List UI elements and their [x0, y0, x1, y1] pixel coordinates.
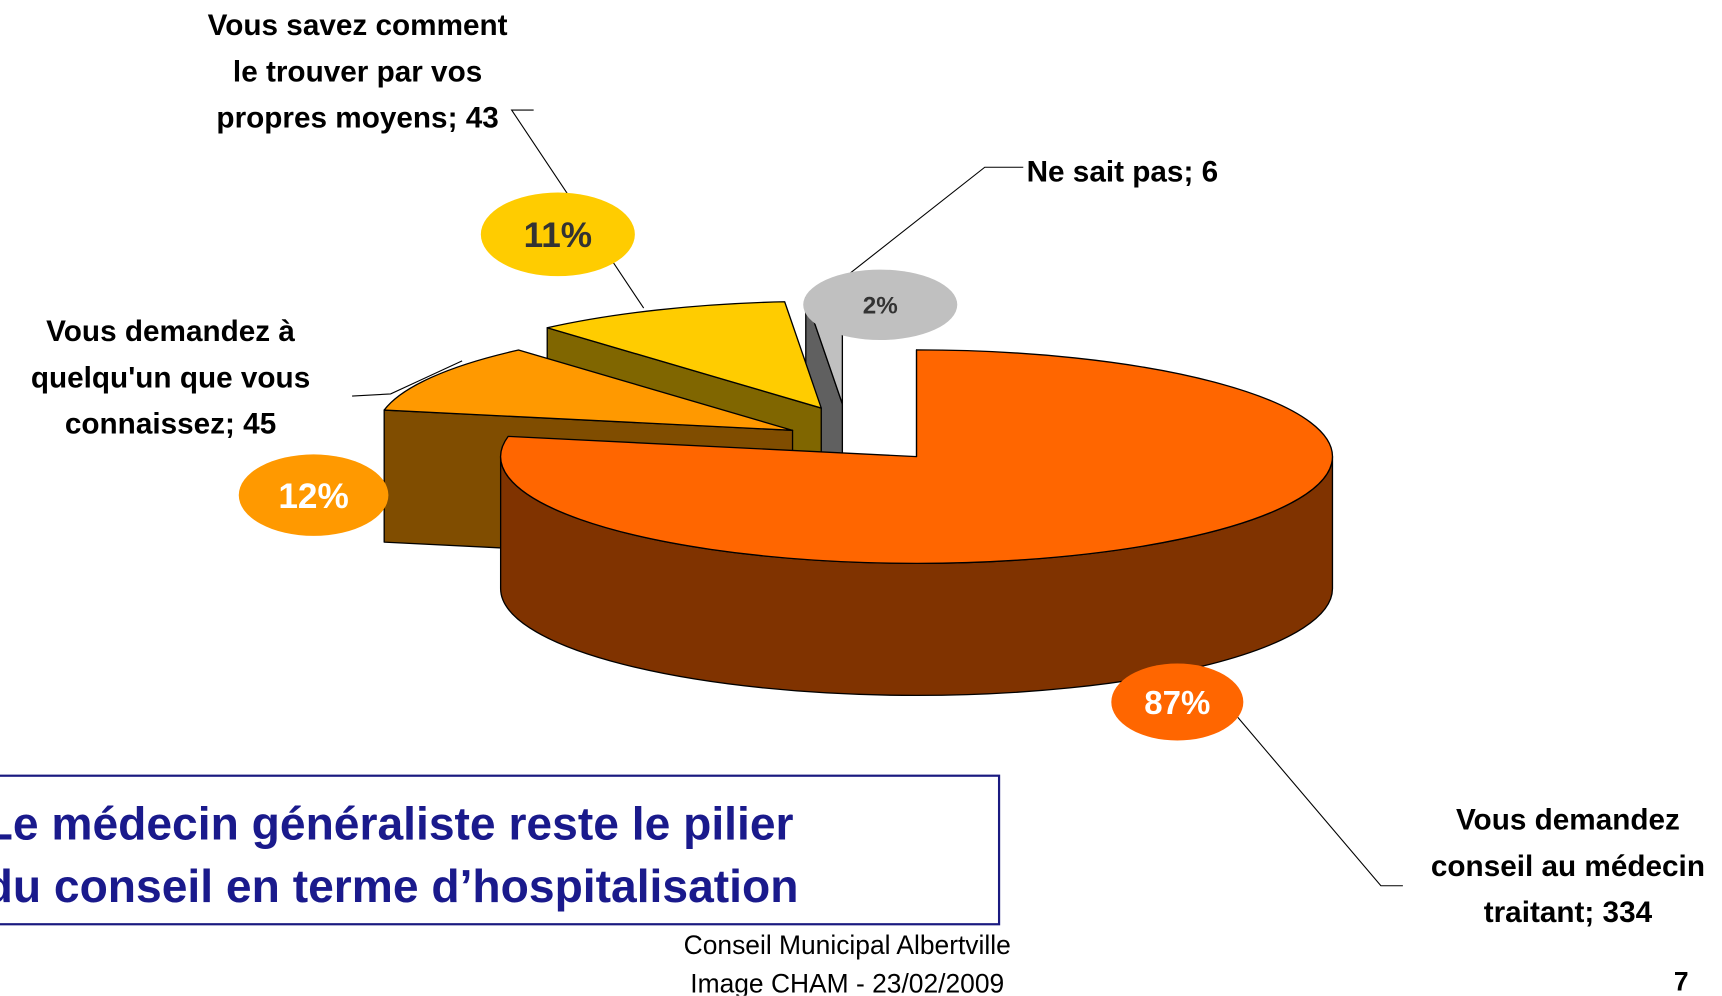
callouts: 87% 12% 11% 2%: [238, 192, 1244, 741]
slice: [383, 349, 794, 431]
percent-label: 2%: [863, 292, 898, 319]
slice-label: Ne sait pas; 6: [1026, 155, 1219, 189]
percent-label: 12%: [278, 477, 348, 516]
pie: [383, 296, 1334, 697]
slice-label: Vous savez comment le trouver par vos pr…: [207, 8, 508, 135]
caption-line: Le médecin généraliste reste le pilier: [0, 798, 794, 850]
caption-box: [0, 774, 1001, 926]
percent-callout: [803, 269, 958, 340]
leader-line: [1237, 717, 1403, 887]
percent-callout: [238, 454, 389, 536]
slice-label: Vous demandez conseil au médecin traitan…: [1430, 803, 1705, 929]
percent-label: 87%: [1144, 684, 1210, 721]
percent-label: 11%: [524, 216, 592, 255]
leader-line: [819, 166, 1024, 298]
footer-line: Conseil Municipal Albertville: [684, 930, 1011, 960]
caption-line: du conseil en terme d’hospitalisation: [0, 860, 798, 912]
page-number: 7: [1674, 966, 1689, 996]
footer-line: Image CHAM - 23/02/2009: [690, 968, 1004, 995]
percent-callout: [1111, 663, 1244, 741]
slice-label: Vous demandez à quelqu'un que vous conna…: [30, 314, 311, 441]
leader-line: [352, 360, 463, 397]
percent-callout: [480, 192, 635, 277]
slice: [546, 301, 822, 409]
slice: [500, 349, 1334, 565]
